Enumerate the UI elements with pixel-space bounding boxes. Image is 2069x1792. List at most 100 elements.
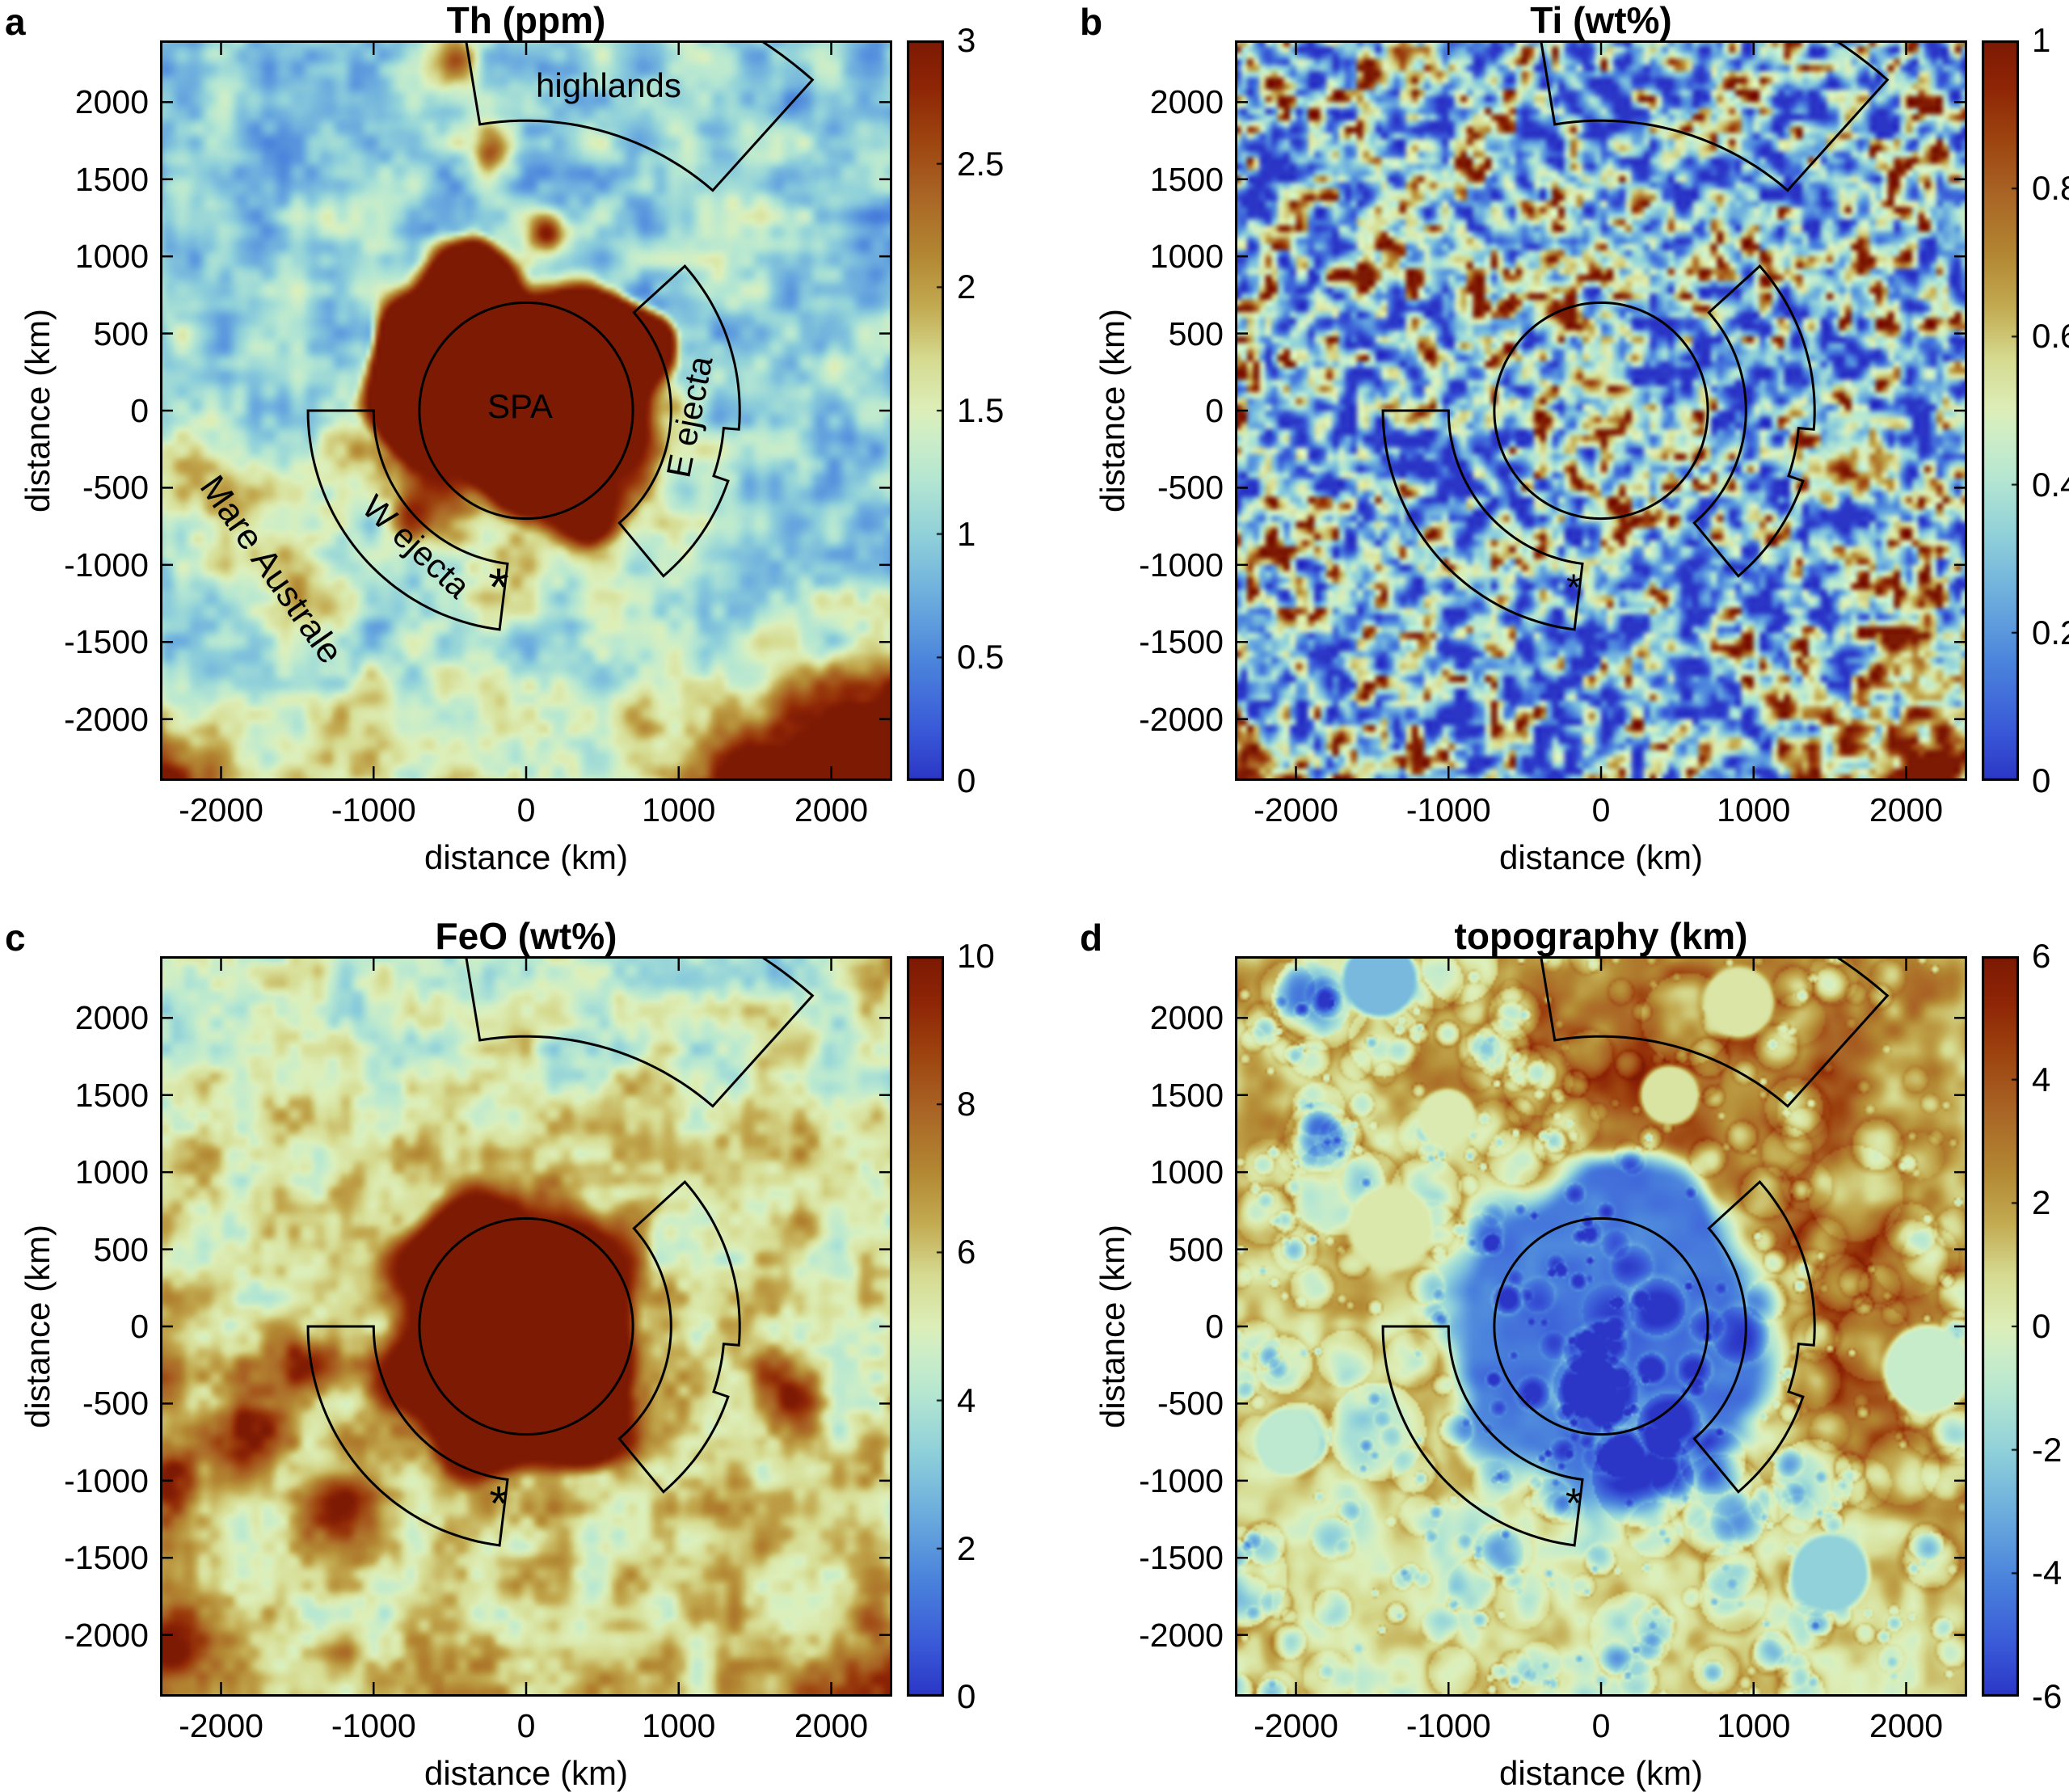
y-tick-label: 1500 xyxy=(1149,160,1224,198)
map-border xyxy=(160,40,892,781)
w-ejecta-band-outline xyxy=(306,1325,509,1547)
colorbar-tick-label: 1.5 xyxy=(957,391,1005,429)
map-overlay-b: * xyxy=(1235,40,1967,781)
panel-letter-a: a xyxy=(5,1,26,43)
colorbar-tick-label: 1 xyxy=(957,514,976,553)
asterisk-marker: * xyxy=(488,557,509,617)
x-tick-label: 2000 xyxy=(1869,1707,1944,1744)
y-tick-label: -2000 xyxy=(64,700,149,738)
colorbar-a xyxy=(907,40,944,781)
heatmap-canvas-a xyxy=(160,40,892,781)
panel-title-th: Th (ppm) xyxy=(446,0,606,41)
spa-circle-outline xyxy=(418,1216,634,1436)
colorbar-tick-label: 10 xyxy=(957,937,995,975)
e-ejecta-band-outline xyxy=(617,264,741,578)
e-ejecta-band-outline xyxy=(617,1180,741,1494)
heatmap-topography: * xyxy=(1235,956,1967,1697)
colorbar-tick-label: 1 xyxy=(2032,21,2051,59)
y-tick-label: -1000 xyxy=(1139,546,1224,584)
colorbar-b xyxy=(1982,40,2019,781)
x-tick-label: -2000 xyxy=(1254,1707,1338,1744)
colorbar-tick-label: 0 xyxy=(957,1677,976,1715)
y-tick-label: 0 xyxy=(130,1308,149,1345)
x-tick-label: -1000 xyxy=(1405,791,1491,829)
w-ejecta-band-outline xyxy=(306,409,509,631)
colorbar-tick-label: 2 xyxy=(957,1528,976,1567)
map-border xyxy=(1235,956,1967,1697)
y-tick-label: 2000 xyxy=(1149,83,1224,121)
y-tick-label: 500 xyxy=(1168,314,1224,352)
colorbar-tick-label: 0.4 xyxy=(2032,465,2069,504)
x-tick-label: -2000 xyxy=(179,1707,263,1744)
heatmap-ti: * xyxy=(1235,40,1967,781)
y-tick-label: -2000 xyxy=(64,1616,149,1654)
y-tick-label: -500 xyxy=(82,469,149,507)
colorbar-tick-label: 6 xyxy=(957,1233,976,1271)
colorbar-tick-label: -2 xyxy=(2032,1430,2063,1469)
y-tick-label: -1000 xyxy=(64,546,149,584)
spa-circle-outline xyxy=(1493,1216,1709,1436)
y-tick-label: 1000 xyxy=(74,238,149,276)
y-tick-label: -2000 xyxy=(1139,700,1224,738)
region-label-w-ejecta: W ejecta xyxy=(355,487,478,605)
colorbar-tick-label: 2 xyxy=(2032,1183,2051,1222)
y-tick-label: -1500 xyxy=(1139,623,1224,661)
y-tick-label: -1500 xyxy=(1139,1539,1224,1577)
map-border xyxy=(160,956,892,1697)
y-tick-label: 500 xyxy=(1168,1230,1224,1268)
panel-title-topography: topography (km) xyxy=(1454,915,1748,957)
heatmap-canvas-d xyxy=(1235,956,1967,1697)
y-tick-label: 1000 xyxy=(1149,1153,1224,1191)
colorbar-tick-label: -4 xyxy=(2032,1554,2063,1592)
y-tick-label: -1000 xyxy=(64,1461,149,1499)
x-tick-label: 2000 xyxy=(1869,791,1944,829)
y-tick-label: -1500 xyxy=(64,623,149,661)
y-tick-label: 1000 xyxy=(74,1153,149,1191)
x-tick-label: 0 xyxy=(1591,1707,1611,1744)
w-ejecta-band-outline xyxy=(1381,1325,1584,1547)
colorbar-tick-label: 0 xyxy=(957,761,976,799)
y-tick-label: 2000 xyxy=(74,83,149,121)
x-tick-label: 1000 xyxy=(1717,791,1791,829)
asterisk-marker: * xyxy=(489,1476,508,1530)
y-tick-label: -500 xyxy=(82,1385,149,1423)
y-tick-label: 0 xyxy=(130,392,149,429)
y-tick-label: 1500 xyxy=(74,1076,149,1114)
x-tick-label: 0 xyxy=(516,791,536,829)
x-axis-label-c: distance (km) xyxy=(423,1754,629,1792)
colorbar-tick-label: 0.6 xyxy=(2032,317,2069,356)
y-tick-label: -1000 xyxy=(1139,1461,1224,1499)
x-tick-label: 2000 xyxy=(794,1707,869,1744)
colorbar-tick-label: 0.8 xyxy=(2032,169,2069,208)
y-tick-label: -2000 xyxy=(1139,1616,1224,1654)
region-label-highlands: highlands xyxy=(536,66,681,104)
colorbar-tick-label: 3 xyxy=(957,21,976,59)
highlands-outline xyxy=(1540,40,1890,192)
colorbar-tick-label: 4 xyxy=(957,1381,976,1419)
x-axis-label-a: distance (km) xyxy=(423,838,629,876)
colorbar-tick-label: 0 xyxy=(2032,1307,2051,1345)
heatmap-th: highlands SPA E ejecta W ejecta Mare Austral… xyxy=(160,40,892,781)
y-tick-label: 2000 xyxy=(74,999,149,1037)
y-tick-label: -1500 xyxy=(64,1539,149,1577)
panel-letter-c: c xyxy=(5,917,26,959)
colorbar-tick-label: 8 xyxy=(957,1085,976,1124)
panel-title-ti: Ti (wt%) xyxy=(1530,0,1672,41)
x-tick-label: 1000 xyxy=(642,1707,716,1744)
region-label-e-ejecta: E ejecta xyxy=(659,352,719,481)
spa-circle-outline xyxy=(1493,301,1709,521)
panel-title-feo: FeO (wt%) xyxy=(435,915,617,957)
y-tick-label: -500 xyxy=(1157,1385,1224,1423)
e-ejecta-band-outline xyxy=(1692,1180,1816,1494)
colorbar-tick-label: -6 xyxy=(2032,1677,2063,1715)
x-tick-label: 0 xyxy=(1591,791,1611,829)
highlands-outline xyxy=(465,956,815,1108)
asterisk-marker: * xyxy=(1565,1481,1582,1528)
colorbar-tick-label: 2.5 xyxy=(957,144,1005,183)
region-label-spa: SPA xyxy=(487,387,553,425)
x-tick-label: 0 xyxy=(516,1707,536,1744)
y-tick-label: 1500 xyxy=(1149,1076,1224,1114)
colorbar-tick-label: 0 xyxy=(2032,761,2051,799)
